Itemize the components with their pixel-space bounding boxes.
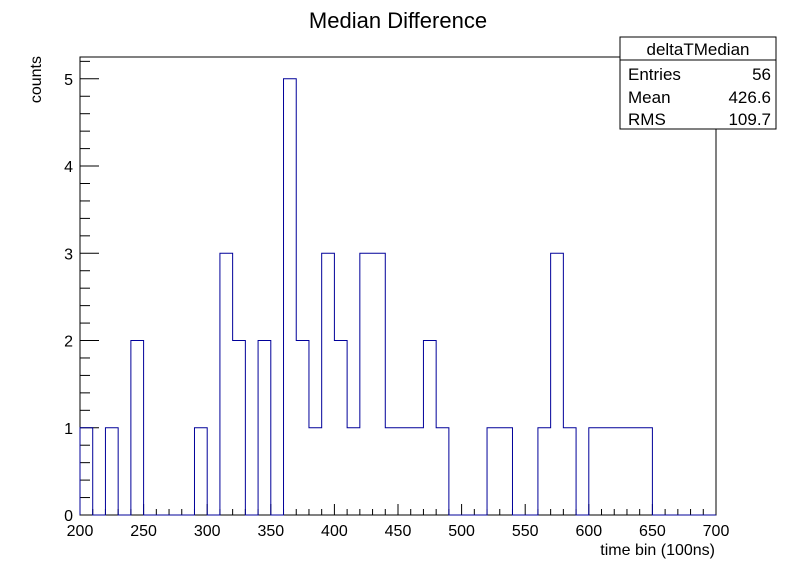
stats-box-frame [619,36,777,130]
histogram-bar [589,428,602,515]
y-tick-label: 3 [64,246,73,263]
y-tick-label: 1 [64,421,73,438]
stats-box-title: deltaTMedian [646,40,749,59]
stats-label-rms: RMS [628,110,666,129]
x-tick-label: 200 [67,523,94,540]
histogram-bar [296,341,309,515]
x-tick-label: 400 [321,523,348,540]
stats-value-mean: 426.6 [728,88,771,107]
x-axis: 200 250 300 350 400 450 500 550 600 650 700 [67,504,730,540]
histogram-bar [258,341,271,515]
histogram-bar [322,253,335,515]
histogram-bar [284,79,297,515]
histogram-bar [411,428,424,515]
y-tick-label: 5 [64,72,73,89]
x-axis-label: time bin (100ns) [600,542,715,559]
histogram-bar [423,341,436,515]
histogram-bar [194,428,207,515]
histogram-bar [538,428,551,515]
x-tick-label: 600 [575,523,602,540]
x-tick-label: 350 [257,523,284,540]
y-tick-label: 2 [64,334,73,351]
histogram-bar [233,341,246,515]
x-tick-label: 450 [385,523,412,540]
x-tick-label: 500 [448,523,475,540]
histogram-bar [627,428,640,515]
stats-value-rms: 109.7 [728,110,771,129]
histogram-bar [309,428,322,515]
histogram-series [79,78,716,516]
histogram-bar [131,341,144,515]
chart-title: Median Difference [309,8,487,33]
stats-label-entries: Entries [628,65,681,84]
histogram-bar [487,428,500,515]
histogram-bar [602,428,615,515]
stats-label-mean: Mean [628,88,671,107]
histogram-bar [360,253,373,515]
histogram-bar [563,428,576,515]
histogram-bar [347,428,360,515]
histogram-bar [614,428,627,515]
histogram-bar [373,253,386,515]
histogram-bar [500,428,513,515]
histogram-bins [80,79,652,515]
y-tick-label: 0 [64,508,73,525]
histogram-bar [220,253,233,515]
y-axis: 0 1 2 3 4 5 [64,60,99,525]
histogram-bar [80,428,93,515]
stats-box: deltaTMedian Entries 56 Mean 426.6 RMS 1… [619,36,777,130]
x-tick-label: 650 [639,523,666,540]
histogram-bar [640,428,653,515]
stats-value-entries: 56 [752,65,771,84]
histogram-bar [551,253,564,515]
histogram-bar [334,341,347,515]
y-axis-label: counts [28,56,45,103]
x-tick-label: 550 [512,523,539,540]
histogram-bar [105,428,118,515]
x-tick-label: 250 [130,523,157,540]
histogram-bar [436,428,449,515]
histogram-bar [385,428,398,515]
x-tick-label: 700 [703,523,730,540]
y-tick-label: 4 [64,159,73,176]
x-tick-label: 300 [194,523,221,540]
histogram-bar [398,428,411,515]
